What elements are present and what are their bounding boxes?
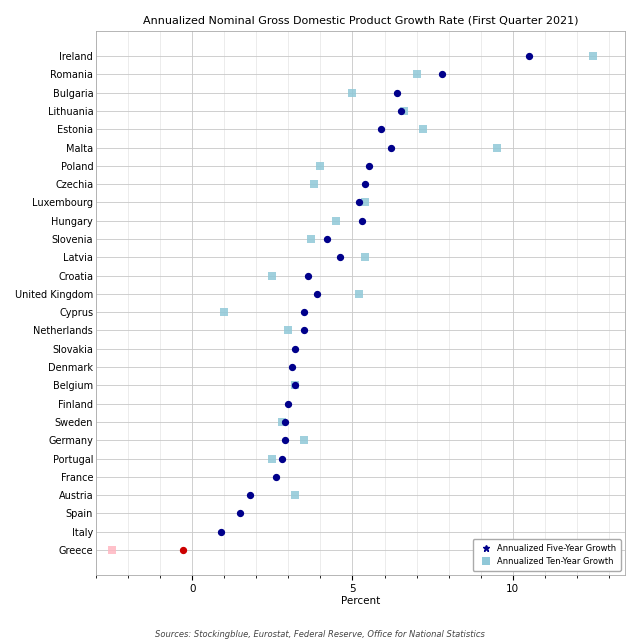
Point: [290, 380, 300, 390]
Point: [268, 453, 278, 463]
Point: [306, 234, 316, 244]
Point: [396, 106, 406, 116]
Point: [216, 527, 226, 537]
Point: [235, 508, 245, 518]
Point: [376, 124, 387, 134]
Point: [588, 51, 598, 61]
Point: [107, 545, 117, 555]
Point: [412, 69, 422, 79]
Point: [303, 271, 313, 281]
Point: [360, 179, 371, 189]
Point: [244, 490, 255, 500]
Point: [348, 88, 358, 98]
Point: [290, 380, 300, 390]
Point: [354, 289, 364, 299]
Point: [280, 417, 291, 427]
Point: [335, 252, 345, 262]
Point: [322, 234, 332, 244]
Point: [524, 51, 534, 61]
Point: [280, 435, 291, 445]
Legend: Annualized Five-Year Growth, Annualized Ten-Year Growth: Annualized Five-Year Growth, Annualized …: [472, 539, 621, 570]
Point: [300, 435, 310, 445]
Point: [418, 124, 428, 134]
Point: [268, 271, 278, 281]
Point: [392, 88, 403, 98]
Point: [290, 490, 300, 500]
Title: Annualized Nominal Gross Domestic Product Growth Rate (First Quarter 2021): Annualized Nominal Gross Domestic Produc…: [143, 15, 579, 25]
Point: [360, 252, 371, 262]
Text: Sources: Stockingblue, Eurostat, Federal Reserve, Office for National Statistics: Sources: Stockingblue, Eurostat, Federal…: [155, 630, 485, 639]
Point: [284, 325, 294, 335]
Point: [219, 307, 229, 317]
Point: [399, 106, 409, 116]
Point: [332, 216, 342, 226]
Point: [277, 417, 287, 427]
Point: [290, 344, 300, 354]
X-axis label: Percent: Percent: [341, 596, 380, 606]
Point: [300, 307, 310, 317]
Point: [492, 142, 502, 152]
Point: [360, 197, 371, 207]
Point: [300, 325, 310, 335]
Point: [277, 453, 287, 463]
Point: [177, 545, 188, 555]
Point: [354, 197, 364, 207]
Point: [284, 399, 294, 409]
Point: [437, 69, 447, 79]
Point: [309, 179, 319, 189]
Point: [271, 472, 281, 482]
Point: [357, 216, 367, 226]
Point: [386, 142, 396, 152]
Point: [287, 362, 297, 372]
Point: [312, 289, 323, 299]
Point: [316, 161, 326, 171]
Point: [364, 161, 374, 171]
